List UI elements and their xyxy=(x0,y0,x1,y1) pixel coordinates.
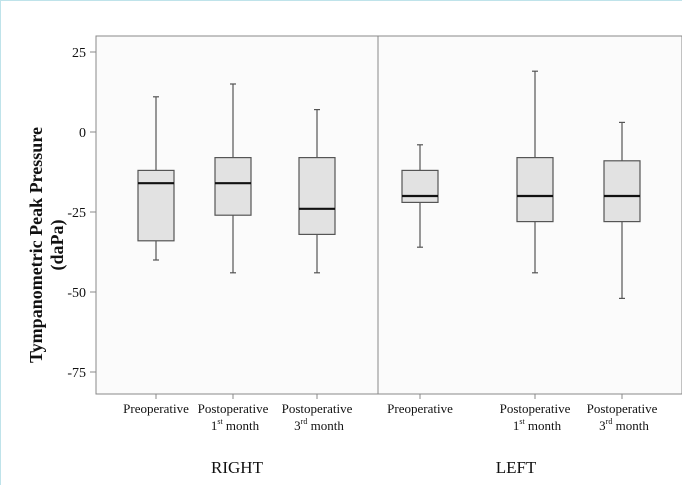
ordinal-number: 3 xyxy=(599,418,606,433)
x-tick-label-line2: 3rd month xyxy=(294,417,344,433)
y-axis: 25 0 -25 -50 -75 xyxy=(67,46,96,381)
y-tick-label: -25 xyxy=(67,206,86,221)
x-tick-label: Postoperative xyxy=(282,401,353,416)
box-left-2 xyxy=(516,70,554,274)
ordinal-suffix: rd xyxy=(301,417,308,426)
ordinal-number: 1 xyxy=(211,418,218,433)
x-tick-label-line2: 1st month xyxy=(513,417,562,433)
box-series xyxy=(137,70,641,299)
month-word: month xyxy=(612,418,649,433)
y-tick-label: 0 xyxy=(79,126,86,141)
iqr-box xyxy=(401,169,439,203)
box-right-1 xyxy=(137,96,175,261)
figure-border-top xyxy=(0,0,682,1)
y-axis-title-line1: Tympanometric Peak Pressure xyxy=(26,127,46,363)
iqr-box xyxy=(603,160,641,223)
x-tick-label-line2: 3rd month xyxy=(599,417,649,433)
figure-border-left xyxy=(0,0,1,485)
ordinal-suffix: st xyxy=(217,417,223,426)
x-tick-label: Postoperative xyxy=(587,401,658,416)
box-left-3 xyxy=(603,121,641,299)
y-tick-label: -75 xyxy=(67,366,86,381)
ordinal-suffix: st xyxy=(519,417,525,426)
x-tick-label: Preoperative xyxy=(387,401,453,416)
ordinal-number: 1 xyxy=(513,418,520,433)
x-tick-label-line2: 1st month xyxy=(211,417,260,433)
ordinal-number: 3 xyxy=(294,418,301,433)
x-tick-label: Preoperative xyxy=(123,401,189,416)
ordinal-suffix: rd xyxy=(606,417,613,426)
month-word: month xyxy=(307,418,344,433)
month-word: month xyxy=(525,418,562,433)
group-label-left: LEFT xyxy=(496,458,537,477)
y-axis-title-line2: (daPa) xyxy=(47,220,68,271)
x-tick-label: Postoperative xyxy=(500,401,571,416)
y-tick-label: 25 xyxy=(72,46,86,61)
box-right-3 xyxy=(298,108,336,274)
month-word: month xyxy=(223,418,260,433)
group-label-right: RIGHT xyxy=(211,458,264,477)
box-left-1 xyxy=(401,144,439,248)
iqr-box xyxy=(298,157,336,236)
iqr-box xyxy=(214,157,252,216)
box-right-2 xyxy=(214,83,252,274)
iqr-box xyxy=(137,169,175,242)
x-tick-label: Postoperative xyxy=(198,401,269,416)
y-tick-label: -50 xyxy=(67,286,86,301)
plot-panels xyxy=(95,35,682,395)
iqr-box xyxy=(516,157,554,223)
